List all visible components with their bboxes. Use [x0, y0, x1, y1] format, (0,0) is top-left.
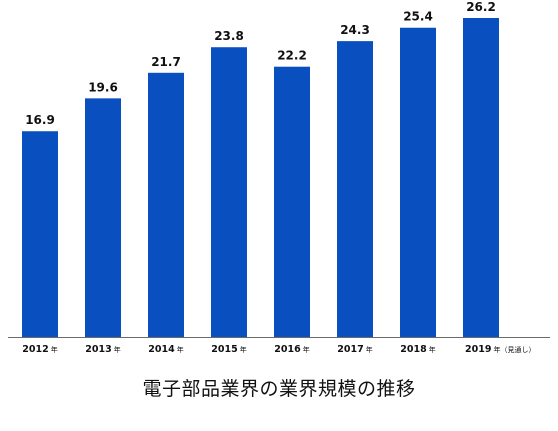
value-label-2018: 25.4: [403, 10, 433, 24]
bar-2016: [274, 66, 310, 337]
x-tick-label-2017: 2017 年: [337, 344, 372, 355]
x-tick-label-2012: 2012 年: [22, 344, 57, 355]
value-label-2012: 16.9: [25, 113, 55, 127]
bar-2014: [148, 72, 184, 338]
x-tick-label-2018: 2018 年: [400, 344, 435, 355]
value-label-2019: 26.2: [466, 0, 496, 14]
bar-2013: [85, 98, 121, 337]
value-label-2017: 24.3: [340, 23, 370, 37]
x-tick-labels-group: 2012 年 2013 年 2014 年 2015 年 2016 年 2017 年 2018 年 2019 年…: [22, 344, 535, 355]
x-tick-label-2016: 2016 年: [274, 344, 309, 355]
chart-caption: 電子部品業界の業界規模の推移: [142, 378, 416, 400]
x-tick-label-2014: 2014 年: [148, 344, 183, 355]
value-labels-group: 16.9 19.6 21.7 23.8 22.2 24.3 25.4 26.2: [25, 0, 496, 127]
value-label-2015: 23.8: [214, 29, 244, 43]
bar-2019: [463, 18, 499, 337]
bar-2012: [22, 131, 58, 337]
bar-2018: [400, 27, 436, 338]
bar-2017: [337, 41, 373, 338]
x-tick-label-2015: 2015 年: [211, 344, 246, 355]
value-label-2016: 22.2: [277, 49, 307, 63]
bar-2015: [211, 47, 247, 337]
bars-group: [22, 18, 499, 338]
bar-chart: 16.919.621.723.822.224.325.426.2 2012 年 20…: [8, 0, 550, 355]
value-label-2013: 19.6: [88, 80, 118, 94]
x-tick-label-2013: 2013 年: [85, 344, 120, 355]
x-tick-label-2019: 2019 年（見通し）: [465, 344, 535, 355]
value-label-2014: 21.7: [151, 55, 181, 69]
